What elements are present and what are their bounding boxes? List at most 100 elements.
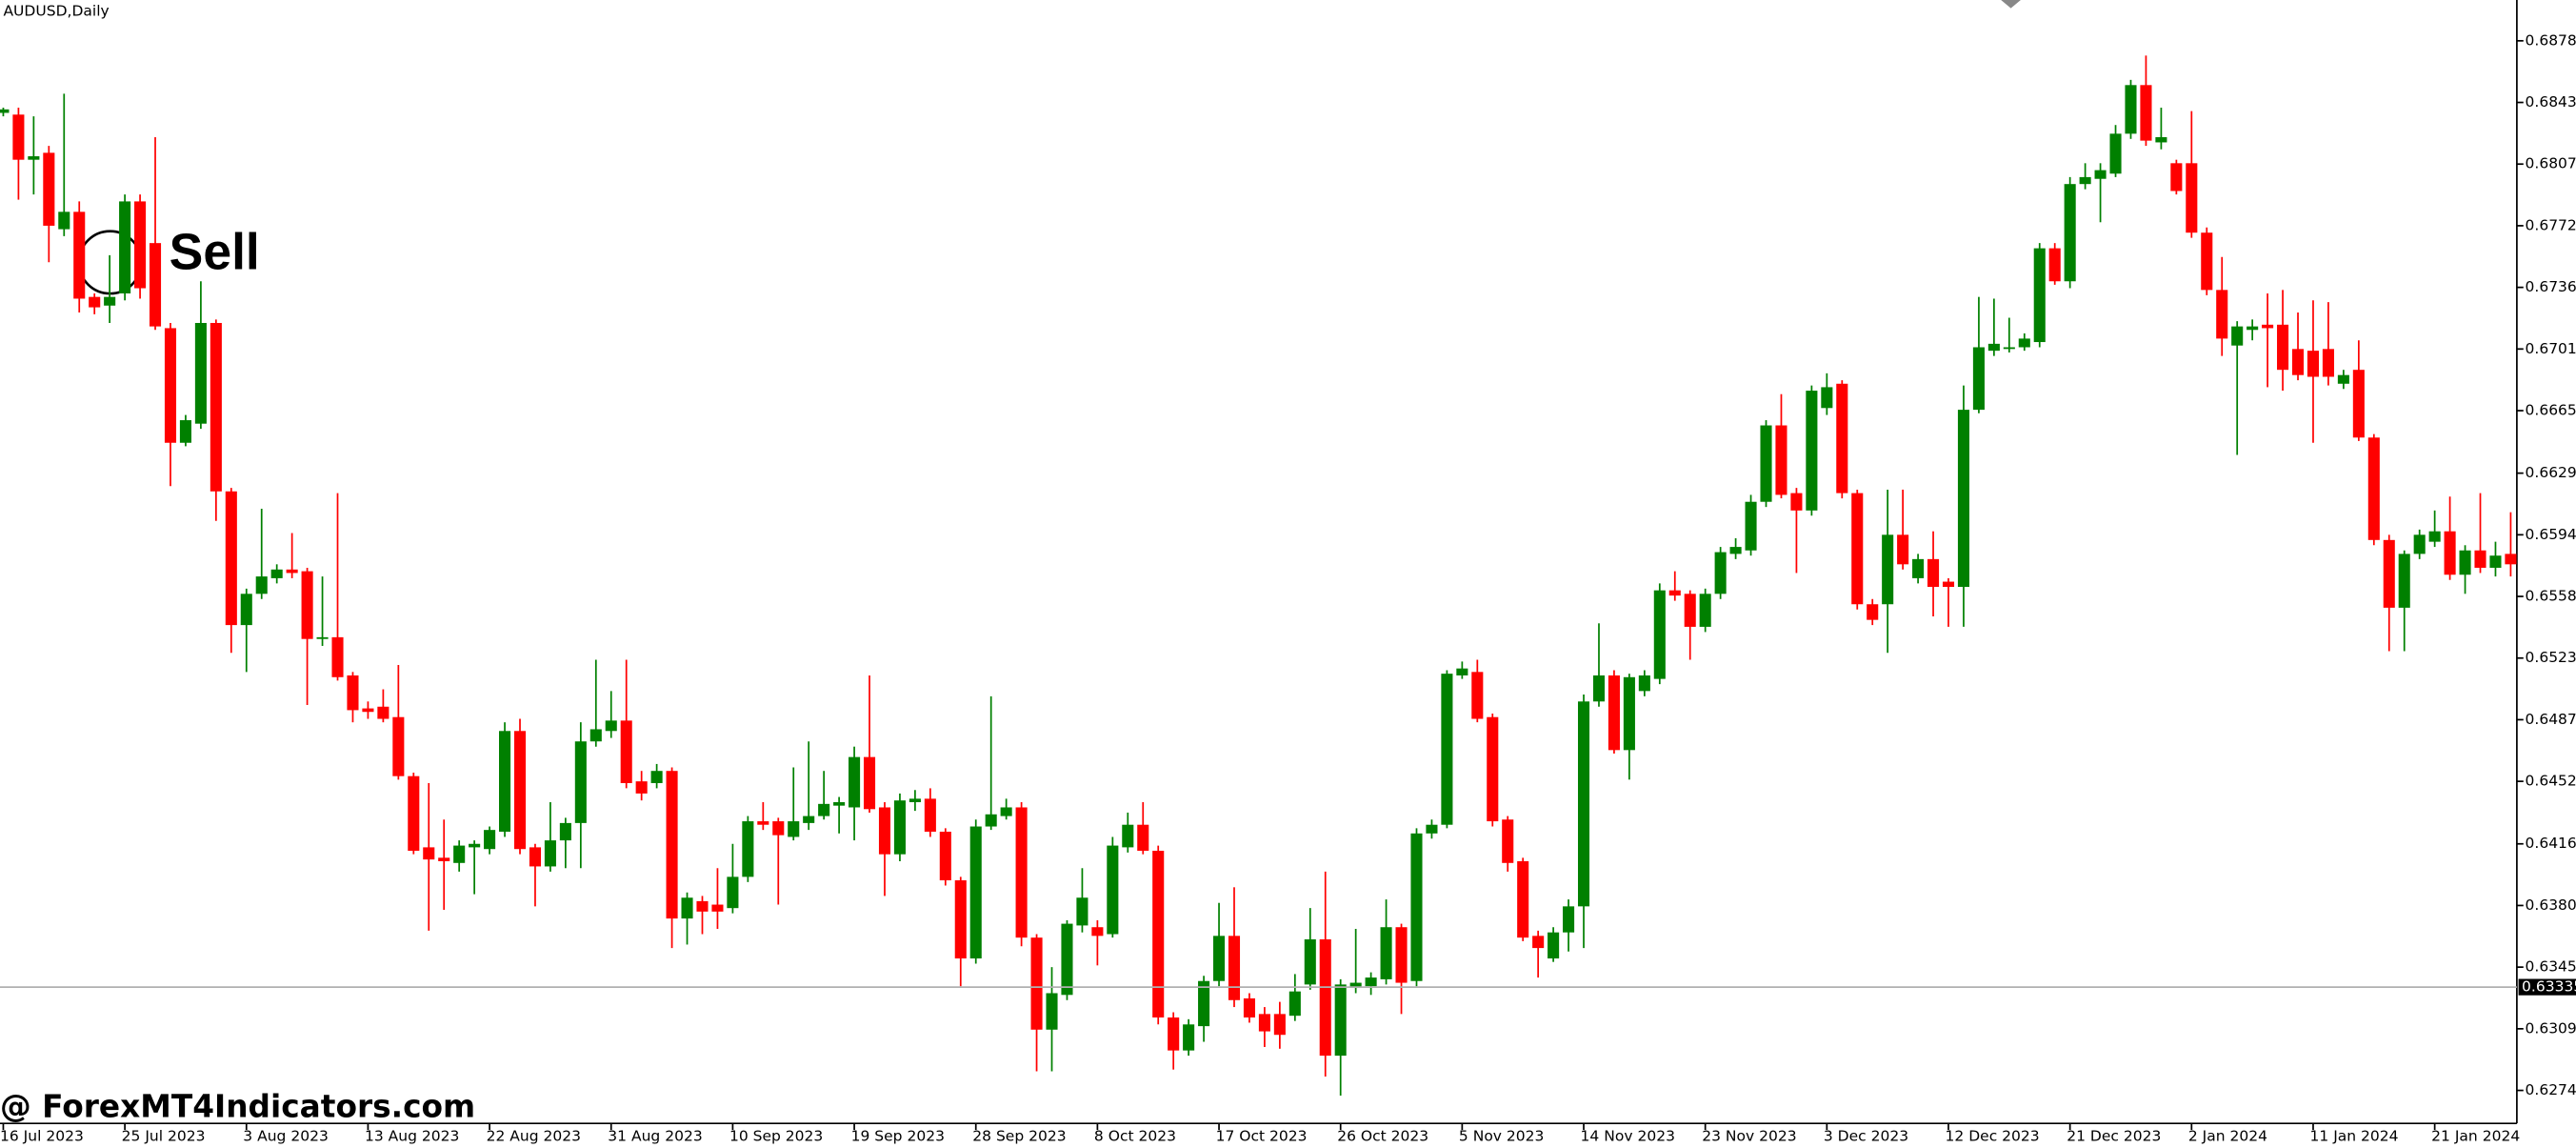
candle-body [1668,590,1681,596]
candle-body [954,880,967,959]
current-price-box [2518,978,2576,996]
candle-body [1592,675,1606,702]
y-tick-label: 0.68785 [2526,31,2576,49]
candle-body [240,594,252,626]
x-tick-label: 10 Sep 2023 [729,1127,823,1144]
candle-body [1091,927,1104,937]
candle-body [1653,590,1666,679]
candle-body [316,636,329,639]
x-tick-label: 21 Jan 2024 [2431,1127,2520,1144]
candle-body [392,716,405,776]
candle-body [1882,534,1894,605]
candle-body [453,845,466,863]
candle-body [727,876,739,909]
candle-body [1137,824,1149,852]
y-tick-label: 0.66295 [2526,464,2576,481]
x-tick-label: 3 Aug 2023 [243,1127,329,1144]
candle-body [2033,248,2046,343]
x-tick-label: 25 Jul 2023 [122,1127,206,1144]
candle-body [878,807,891,855]
candle-body [484,830,496,850]
candle-body [559,822,571,841]
x-tick-label: 2 Jan 2024 [2188,1127,2267,1144]
candle-body [1061,923,1073,996]
candle-body [849,756,861,808]
candle-body [12,114,25,160]
candle-body [529,847,541,867]
candle-body [499,731,511,832]
candle-body [2352,370,2365,438]
candle-body [1046,993,1058,1030]
candle-body [788,821,800,837]
candle-body [650,771,663,783]
candle-body [513,731,527,850]
candle-body [2018,338,2030,348]
x-tick-label: 8 Oct 2023 [1094,1127,1176,1144]
candle-body [2306,351,2320,377]
candle-body [194,322,207,424]
candle-body [255,576,268,594]
y-tick-label: 0.65585 [2526,588,2576,605]
candle-body [2109,133,2122,174]
candle-body [1987,343,2000,352]
candle-body [164,328,177,443]
candle-body [939,831,951,881]
candle-body [1623,676,1635,751]
candle-body [1957,410,1969,588]
candle-body [2337,374,2349,384]
candle-body [28,156,40,160]
chart-title: AUDUSD,Daily [3,3,109,20]
candle-body [1942,581,1955,588]
y-tick-label: 0.63805 [2526,896,2576,914]
candle-body [408,775,420,852]
candle-body [544,840,556,867]
shift-marker [2001,0,2021,9]
candle-body [1897,534,1909,565]
current-price-label: 0.63335 [2522,978,2576,996]
candle-body [1183,1024,1195,1051]
x-tick-label: 17 Oct 2023 [1216,1127,1308,1144]
candle-body [924,798,936,832]
candle-body [1456,668,1468,675]
candle-body [1760,425,1772,502]
candle-body [2048,248,2061,282]
candle-body [833,802,846,806]
candle-body [1000,807,1012,816]
candle-body [377,706,389,719]
candle-body [1563,906,1575,933]
candle-body [43,152,55,226]
sell-annotation: Sell [170,225,260,281]
candle-body [2398,554,2410,608]
candle-body [1380,927,1392,979]
candle-body [1349,982,1362,989]
candle-body [2474,550,2486,568]
candle-body [2247,326,2259,331]
candle-body [1502,819,1514,863]
candle-body [696,900,709,912]
candle-body [2428,531,2441,542]
candle-body [909,798,921,803]
candle-body [2291,349,2305,375]
y-tick-label: 0.66655 [2526,402,2576,419]
candle-body [1912,558,1925,578]
candle-body [818,803,830,816]
candle-body [1107,845,1119,935]
candle-body [331,636,344,677]
x-tick-label: 31 Aug 2023 [608,1127,702,1144]
candle-body [2216,290,2228,339]
candle-body [1168,1017,1180,1051]
candle-body [225,491,237,626]
candle-body [1548,932,1560,959]
candle-body [1243,997,1255,1018]
candle-body [423,847,435,860]
x-tick-label: 19 Sep 2023 [851,1127,945,1144]
candle-body [1426,824,1438,834]
candle-body [969,826,982,959]
candle-body [2505,554,2517,565]
